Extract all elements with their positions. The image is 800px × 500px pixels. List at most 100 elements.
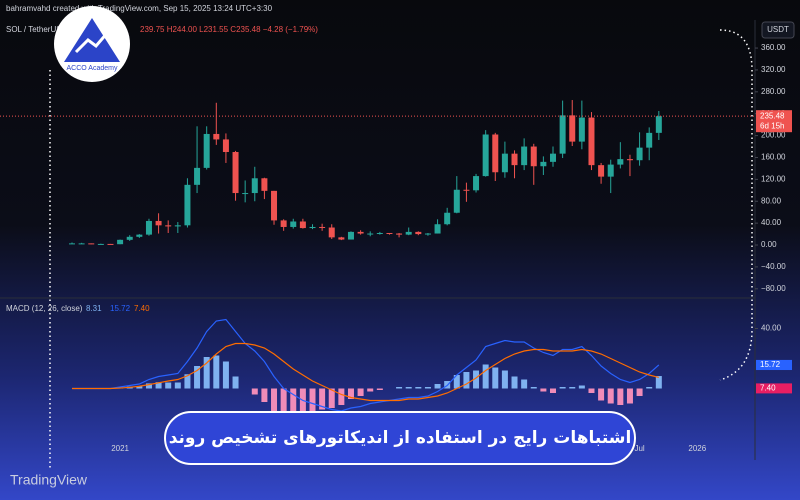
- candle-body: [357, 231, 364, 234]
- y-tick-label: 280.00: [761, 87, 786, 96]
- histogram-bar: [434, 384, 441, 389]
- histogram-bar: [501, 370, 508, 389]
- last-price-badge: [756, 110, 792, 133]
- histogram-bar: [251, 388, 258, 395]
- candle-body: [396, 233, 403, 235]
- candle-body: [261, 178, 268, 191]
- axis-badge: [756, 359, 792, 370]
- candle-body: [530, 146, 537, 167]
- histogram-bar: [232, 376, 239, 389]
- histogram-bar: [309, 388, 316, 411]
- x-tick-label: 2026: [688, 444, 706, 453]
- macd-line: [72, 342, 659, 402]
- candle-body: [444, 212, 451, 225]
- histogram-bar: [521, 379, 528, 389]
- histogram-bar: [453, 375, 460, 389]
- candle-body: [578, 117, 585, 142]
- candle-body: [540, 161, 547, 167]
- histogram-bar: [136, 386, 143, 389]
- histogram-bar: [184, 374, 191, 389]
- candle-body: [222, 139, 229, 153]
- candle-body: [415, 231, 422, 235]
- histogram-bar: [578, 385, 585, 389]
- candle-body: [607, 164, 614, 177]
- candle-body: [136, 234, 143, 237]
- histogram-bar: [357, 388, 364, 396]
- y-tick-label: 360.00: [761, 43, 786, 52]
- candle-body: [213, 133, 220, 140]
- candle-body: [232, 152, 239, 194]
- currency-button[interactable]: [761, 21, 795, 39]
- y-tick-label: 80.00: [761, 196, 782, 205]
- candle-body: [550, 153, 556, 162]
- logo: ACCO Academy: [54, 6, 130, 82]
- candle-body: [155, 220, 162, 226]
- countdown: 6d 15h: [760, 121, 784, 130]
- histogram-bar: [174, 382, 181, 389]
- candle-body: [184, 184, 191, 226]
- candle-body: [97, 243, 104, 245]
- y-tick-label: 0.00: [761, 240, 777, 249]
- candle-body: [636, 147, 643, 161]
- candle-body: [598, 165, 605, 177]
- legend-value: 7.40: [134, 304, 150, 313]
- histogram-bar: [261, 388, 268, 402]
- y-tick-label: −80.00: [761, 284, 786, 293]
- candle-body: [165, 225, 172, 227]
- histogram-bar: [203, 357, 210, 389]
- candle-body: [588, 117, 595, 166]
- histogram-bar: [290, 388, 297, 414]
- candle-body: [309, 226, 316, 229]
- histogram-bar: [222, 361, 229, 389]
- histogram-bar: [482, 364, 489, 389]
- y-tick-label: −40.00: [761, 262, 786, 271]
- candle-body: [251, 178, 258, 194]
- histogram-bar: [463, 372, 470, 389]
- y-tick-label: 320.00: [761, 65, 786, 74]
- candle-body: [117, 239, 124, 245]
- candle-body: [145, 220, 152, 235]
- histogram-bar: [405, 387, 412, 389]
- histogram-bar: [530, 387, 537, 389]
- candle-body: [424, 233, 431, 235]
- candle-body: [69, 243, 75, 245]
- candle-body: [107, 243, 114, 245]
- histogram-bar: [145, 383, 152, 389]
- currency: USDT: [767, 25, 789, 34]
- candle-body: [126, 236, 133, 240]
- candle-body: [242, 193, 249, 195]
- histogram-bar: [319, 388, 326, 410]
- histogram-bar: [328, 388, 335, 408]
- candle-body: [453, 189, 460, 213]
- candle-body: [299, 221, 306, 229]
- legend-value: 15.72: [110, 304, 131, 313]
- histogram-bar: [271, 388, 278, 411]
- candle-body: [376, 232, 383, 234]
- candle-body: [271, 190, 278, 221]
- candle-body: [511, 153, 518, 166]
- histogram-bar: [559, 387, 566, 389]
- histogram-bar: [338, 388, 345, 405]
- candle-body: [88, 243, 95, 245]
- banner: اشتباهات رایج در استفاده از اندیکاتورهای…: [164, 411, 636, 465]
- banner-pill: [164, 411, 636, 465]
- histogram-bar: [617, 388, 624, 405]
- logo-arrow: [74, 31, 110, 54]
- histogram-bar: [607, 388, 614, 404]
- candle-body: [328, 227, 335, 238]
- candle-body: [290, 221, 297, 227]
- symbol: SOL / TetherUS: [6, 25, 62, 34]
- candle-body: [338, 237, 345, 240]
- histogram-bar: [569, 387, 576, 389]
- histogram-bar: [511, 376, 518, 389]
- histogram-bar: [155, 382, 162, 389]
- legend-value: 8.31: [86, 304, 102, 313]
- axis-badge: [756, 383, 792, 394]
- y-tick-label: 40.00: [761, 218, 782, 227]
- histogram-bar: [347, 388, 354, 399]
- candle-body: [203, 133, 210, 168]
- histogram-bar: [588, 388, 595, 393]
- candle-body: [473, 176, 480, 191]
